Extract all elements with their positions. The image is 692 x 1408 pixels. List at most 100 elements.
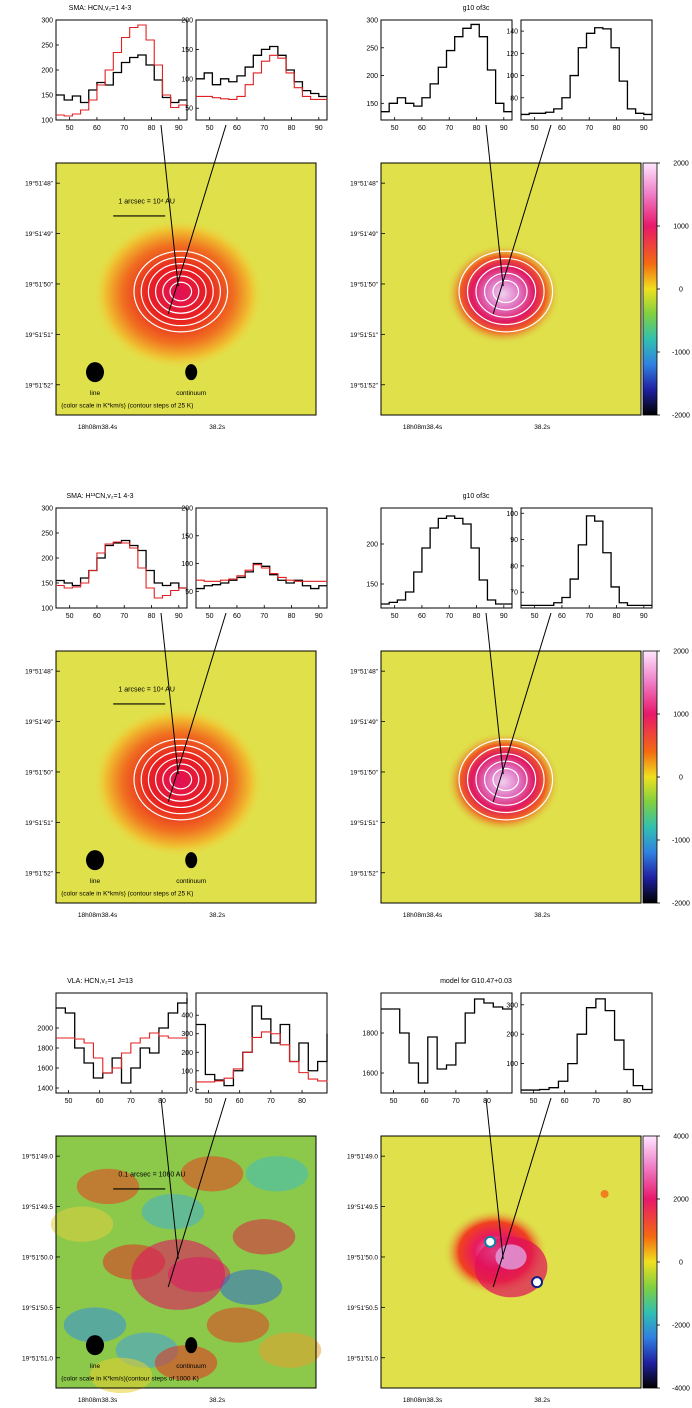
contour-line <box>140 256 222 327</box>
beam-continuum-ellipse <box>185 852 198 869</box>
beam-continuum-ellipse <box>185 364 198 381</box>
pointer-line <box>167 612 227 803</box>
y-tick-label: 200 <box>181 1050 193 1057</box>
dec-tick-label: 19°51'49" <box>25 718 54 726</box>
y-tick-label: 300 <box>366 18 378 25</box>
dec-tick-label: 19°51'49.5 <box>22 1203 53 1211</box>
y-tick-label: 100 <box>506 511 518 518</box>
scale-bar-label: 1 arcsec = 10⁴ AU <box>118 686 175 693</box>
x-tick-label: 60 <box>558 125 566 132</box>
y-tick-label: 300 <box>181 1031 193 1038</box>
contour-line <box>140 744 222 815</box>
colorbar-tick-label: 1000 <box>673 712 689 719</box>
x-tick-label: 90 <box>500 613 508 620</box>
y-tick-label: 150 <box>181 47 193 54</box>
map-noise-patch <box>245 1156 309 1192</box>
y-tick-label: 100 <box>506 73 518 80</box>
x-tick-label: 60 <box>421 1098 429 1105</box>
x-tick-label: 80 <box>473 125 481 132</box>
y-tick-label: 250 <box>366 45 378 52</box>
map-noise-patch <box>232 1219 296 1255</box>
x-tick-label: 80 <box>613 613 621 620</box>
map-noise-patch <box>63 1307 127 1343</box>
beam-line-ellipse <box>86 362 104 383</box>
colorbar <box>642 1135 658 1389</box>
x-tick-label: 50 <box>531 125 539 132</box>
panel-title: SMA: HCN,v₂=1 4-3 <box>69 5 132 12</box>
source-marker <box>531 1276 543 1289</box>
x-tick-label: 70 <box>585 125 593 132</box>
contour-line <box>155 269 207 314</box>
map-noise-patch <box>206 1307 270 1343</box>
y-tick-label: 250 <box>41 531 53 538</box>
panel-title: VLA: HCN,v₂=1 J=13 <box>67 978 133 985</box>
y-tick-label: 1800 <box>362 1031 378 1038</box>
ra-tick-label: 38.2s <box>209 912 226 919</box>
contour-line <box>162 275 200 308</box>
contour-line <box>133 250 229 333</box>
contour-line <box>147 751 214 809</box>
dec-tick-label: 19°51'51" <box>350 819 379 827</box>
emission-blob <box>446 243 561 345</box>
beam-line-label: line <box>90 390 101 397</box>
x-tick-label: 90 <box>175 125 183 132</box>
emission-peak <box>495 1244 527 1270</box>
contour-line <box>475 265 537 318</box>
dec-tick-label: 19°51'51.0 <box>347 1354 378 1362</box>
map-noise-patch <box>76 1168 140 1205</box>
spectrum-frame <box>195 507 328 609</box>
map-noise-patch <box>154 1345 218 1381</box>
y-tick-label: 100 <box>181 561 193 568</box>
map-caption: (color scale in K*km/s)(contour steps of… <box>61 1375 199 1382</box>
x-tick-label: 70 <box>260 613 268 620</box>
dec-tick-label: 19°51'49" <box>350 230 379 238</box>
x-tick-label: 60 <box>233 613 241 620</box>
dec-tick-label: 19°51'51" <box>350 331 379 339</box>
beam-continuum-label: continuum <box>176 878 206 885</box>
contour-line <box>162 763 200 796</box>
colorbar-tick-label: -1000 <box>672 838 690 845</box>
y-tick-label: 150 <box>41 581 53 588</box>
x-tick-label: 60 <box>558 613 566 620</box>
colorbar-tick-label: 2000 <box>673 1197 689 1204</box>
dec-tick-label: 19°51'50.0 <box>347 1253 378 1261</box>
x-tick-label: 80 <box>288 125 296 132</box>
x-tick-label: 90 <box>315 125 323 132</box>
x-tick-label: 70 <box>592 1098 600 1105</box>
colorbar-tick-label: -2000 <box>672 901 690 908</box>
colorbar-tick-label: 2000 <box>673 649 689 656</box>
contour-line <box>133 738 229 821</box>
emission-core <box>131 1239 225 1310</box>
pointer-line <box>485 1097 504 1260</box>
dec-tick-label: 19°51'49" <box>25 230 54 238</box>
source-marker <box>484 1235 497 1248</box>
pointer-line <box>167 1097 227 1288</box>
contour-line <box>492 767 520 792</box>
y-tick-label: 200 <box>41 556 53 563</box>
ra-tick-label: 18h08m38.4s <box>78 424 118 431</box>
colorbar-tick-label: 0 <box>679 1260 683 1267</box>
colorbar-tick-label: 0 <box>679 775 683 782</box>
x-tick-label: 80 <box>288 613 296 620</box>
dec-tick-label: 19°51'50.0 <box>22 1253 53 1261</box>
x-tick-label: 50 <box>206 125 214 132</box>
y-tick-label: 200 <box>181 506 193 513</box>
x-tick-label: 50 <box>530 1098 538 1105</box>
y-tick-label: 80 <box>510 563 518 570</box>
dec-tick-label: 19°51'48" <box>25 180 54 188</box>
colorbar <box>642 162 658 416</box>
x-tick-label: 60 <box>96 1098 104 1105</box>
ra-tick-label: 18h08m38.4s <box>403 912 443 919</box>
observed-spectrum-line <box>381 998 512 1084</box>
y-tick-label: 100 <box>181 76 193 83</box>
panel-title: model for G10.47+0.03 <box>440 978 512 985</box>
x-tick-label: 80 <box>158 1098 166 1105</box>
beam-continuum-ellipse <box>185 1337 198 1354</box>
x-tick-label: 90 <box>500 125 508 132</box>
observed-spectrum-line <box>521 998 653 1091</box>
spectrum-frame <box>380 992 513 1094</box>
map-frame <box>380 1135 642 1389</box>
y-tick-label: 150 <box>181 533 193 540</box>
x-tick-label: 80 <box>473 613 481 620</box>
